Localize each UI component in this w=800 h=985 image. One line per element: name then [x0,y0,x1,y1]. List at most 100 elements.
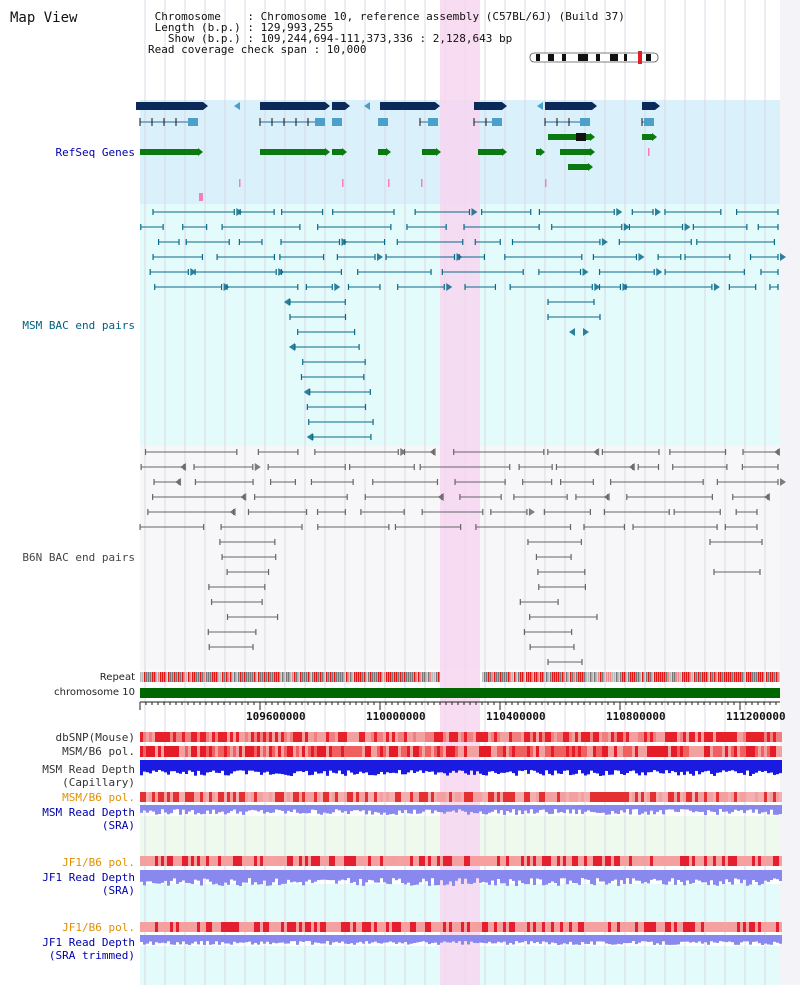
polymorphism-strip [203,922,206,932]
read-depth-bar [563,805,566,814]
read-depth-bar [710,805,713,812]
read-depth-bar [140,805,143,813]
track-label-msm-b6-pol-2[interactable]: MSM/B6 pol. [62,791,135,804]
polymorphism-strip [236,746,239,757]
polymorphism-strip [236,856,239,866]
track-label-msm-read-depth-capillary[interactable]: MSM Read Depth (Capillary) [42,763,135,789]
read-depth-bar [269,760,272,775]
polymorphism-strip [605,732,608,742]
polymorphism-strip [635,922,638,932]
polymorphism-strip [710,792,713,802]
polymorphism-strip [608,746,611,757]
polymorphism-strip [215,792,218,802]
repeat-mark [516,672,518,682]
polymorphism-strip [638,792,641,802]
repeat-mark [638,672,640,682]
polymorphism-strip [740,792,743,802]
polymorphism-strip [410,746,413,757]
polymorphism-strip [458,746,461,757]
polymorphism-strip [521,922,524,932]
track-label-msm-read-depth-sra[interactable]: MSM Read Depth (SRA) [42,806,135,832]
repeat-mark [374,672,376,682]
read-depth-bar [149,870,152,882]
read-depth-bar [449,870,452,882]
polymorphism-strip [554,856,557,866]
read-depth-bar [674,805,677,812]
track-label-dbsnp[interactable]: dbSNP(Mouse) [55,731,135,744]
polymorphism-strip [341,922,344,932]
read-depth-bar [572,870,575,883]
polymorphism-strip [494,856,497,866]
repeat-mark [328,672,330,682]
track-label-refseq[interactable]: RefSeq Genes [55,146,135,159]
polymorphism-strip [176,792,179,802]
track-label-jf1-read-depth-trimmed[interactable]: JF1 Read Depth (SRA trimmed) [42,936,135,962]
read-depth-bar [656,805,659,812]
read-depth-bar [221,935,224,943]
repeat-mark [334,672,336,682]
polymorphism-strip [521,856,524,866]
track-label-jf1-read-depth-sra[interactable]: JF1 Read Depth (SRA) [42,871,135,897]
polymorphism-strip [329,922,332,932]
polymorphism-strip [701,732,704,742]
read-depth-bar [497,935,500,942]
polymorphism-strip [662,732,665,742]
repeat-mark [568,672,570,682]
read-depth-bar [176,805,179,810]
repeat-mark [762,672,764,682]
read-depth-bar [218,760,221,774]
polymorphism-strip [278,856,281,866]
polymorphism-strip [764,856,767,866]
polymorphism-strip [653,792,656,802]
polymorphism-strip [767,856,770,866]
read-depth-bar [629,760,632,772]
read-depth-bar [734,760,737,772]
polymorphism-strip [650,746,653,757]
track-label-jf1-b6-pol-2[interactable]: JF1/B6 pol. [62,921,135,934]
polymorphism-strip [383,856,386,866]
polymorphism-strip [347,792,350,802]
read-depth-bar [656,870,659,881]
repeat-mark [550,672,552,682]
read-depth-bar [746,870,749,886]
read-depth-bar [158,870,161,884]
polymorphism-strip [722,922,725,932]
read-depth-bar [422,805,425,812]
read-depth-bar [734,805,737,810]
read-depth-bar [338,760,341,771]
polymorphism-strip [188,746,191,757]
repeat-mark [260,672,262,682]
read-depth-bar [422,935,425,942]
repeat-mark [416,672,418,682]
polymorphism-strip [692,746,695,757]
read-depth-bar [203,935,206,945]
read-depth-bar [170,805,173,814]
track-label-jf1-b6-pol-1[interactable]: JF1/B6 pol. [62,856,135,869]
read-depth-bar [146,805,149,813]
polymorphism-strip [461,792,464,802]
repeat-mark [646,672,648,682]
track-label-msm-bac[interactable]: MSM BAC end pairs [22,319,135,332]
polymorphism-strip [569,922,572,932]
repeat-mark [356,672,358,682]
polymorphism-strip [638,922,641,932]
track-label-msm-b6-pol-1[interactable]: MSM/B6 pol. [62,745,135,758]
polymorphism-strip [440,792,443,802]
polymorphism-strip [161,922,164,932]
read-depth-bar [362,805,365,811]
read-depth-bar [569,805,572,814]
read-depth-bar [518,760,521,771]
read-depth-bar [563,760,566,771]
read-depth-bar [539,805,542,811]
track-label-b6n-bac[interactable]: B6N BAC end pairs [22,551,135,564]
polymorphism-strip [245,732,248,742]
repeat-mark [764,672,766,682]
polymorphism-strip [437,746,440,757]
polymorphism-strip [329,746,332,757]
read-depth-bar [320,935,323,944]
polymorphism-strip [149,792,152,802]
polymorphism-strip [656,746,659,757]
ideogram-band [646,54,651,61]
read-depth-bar [494,870,497,886]
